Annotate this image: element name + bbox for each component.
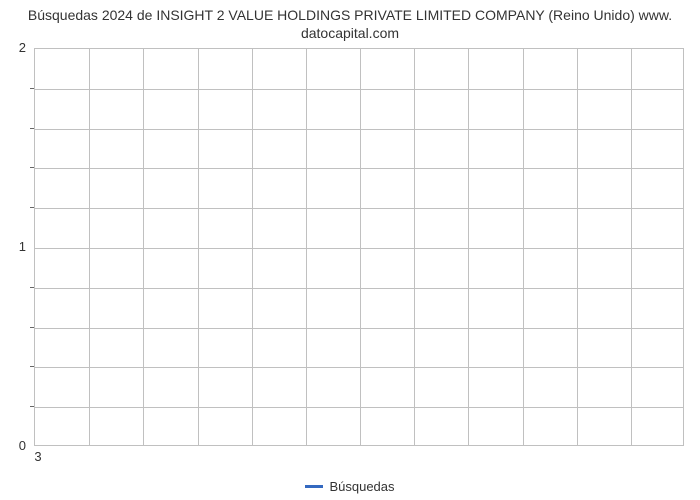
legend: Búsquedas — [0, 478, 700, 494]
legend-swatch — [305, 485, 323, 488]
y-minor-tick — [30, 327, 34, 328]
y-minor-tick — [30, 88, 34, 89]
gridline-vertical — [468, 49, 469, 445]
gridline-horizontal — [35, 248, 683, 249]
title-line2: datocapital.com — [301, 25, 399, 41]
gridline-vertical — [198, 49, 199, 445]
gridline-horizontal — [35, 208, 683, 209]
gridline-horizontal — [35, 168, 683, 169]
chart-title: Búsquedas 2024 de INSIGHT 2 VALUE HOLDIN… — [0, 6, 700, 42]
gridline-vertical — [631, 49, 632, 445]
gridline-horizontal — [35, 407, 683, 408]
gridline-horizontal — [35, 328, 683, 329]
gridline-horizontal — [35, 129, 683, 130]
y-tick-label: 2 — [0, 40, 26, 55]
gridline-vertical — [252, 49, 253, 445]
y-tick-label: 0 — [0, 438, 26, 453]
y-tick-label: 1 — [0, 239, 26, 254]
y-minor-tick — [30, 167, 34, 168]
x-tick-label: 3 — [34, 449, 41, 464]
y-minor-tick — [30, 406, 34, 407]
chart-container: Búsquedas 2024 de INSIGHT 2 VALUE HOLDIN… — [0, 0, 700, 500]
y-minor-tick — [30, 207, 34, 208]
gridline-vertical — [143, 49, 144, 445]
plot-area — [34, 48, 684, 446]
gridline-vertical — [89, 49, 90, 445]
gridline-vertical — [577, 49, 578, 445]
gridline-horizontal — [35, 367, 683, 368]
gridline-vertical — [360, 49, 361, 445]
y-minor-tick — [30, 128, 34, 129]
y-minor-tick — [30, 366, 34, 367]
y-minor-tick — [30, 287, 34, 288]
legend-label: Búsquedas — [329, 479, 394, 494]
gridline-horizontal — [35, 288, 683, 289]
gridline-horizontal — [35, 89, 683, 90]
gridline-vertical — [414, 49, 415, 445]
gridline-vertical — [306, 49, 307, 445]
gridline-vertical — [523, 49, 524, 445]
title-line1: Búsquedas 2024 de INSIGHT 2 VALUE HOLDIN… — [28, 7, 672, 23]
